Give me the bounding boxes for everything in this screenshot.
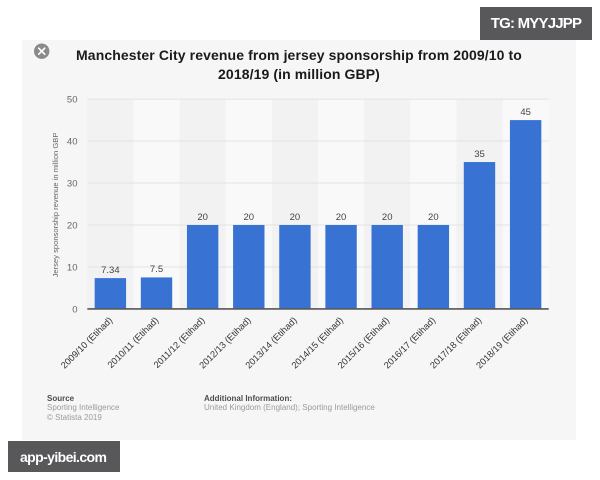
svg-text:20: 20	[67, 221, 78, 232]
svg-text:20: 20	[336, 212, 347, 223]
svg-text:50: 50	[67, 95, 78, 106]
svg-text:40: 40	[67, 137, 78, 148]
svg-text:20: 20	[197, 212, 208, 223]
svg-text:2018/19 (Etihad): 2018/19 (Etihad)	[474, 315, 529, 370]
svg-text:30: 30	[67, 179, 78, 190]
svg-text:7.34: 7.34	[101, 265, 120, 276]
svg-text:20: 20	[382, 212, 393, 223]
svg-text:35: 35	[474, 149, 485, 160]
svg-text:20: 20	[428, 212, 439, 223]
svg-text:45: 45	[520, 107, 531, 118]
svg-text:Jersey sponsorship revenue in: Jersey sponsorship revenue in million GB…	[51, 133, 60, 278]
svg-text:10: 10	[67, 263, 78, 274]
svg-text:20: 20	[244, 212, 255, 223]
svg-text:7.5: 7.5	[150, 264, 163, 275]
svg-text:0: 0	[72, 305, 77, 316]
svg-text:20: 20	[290, 212, 301, 223]
